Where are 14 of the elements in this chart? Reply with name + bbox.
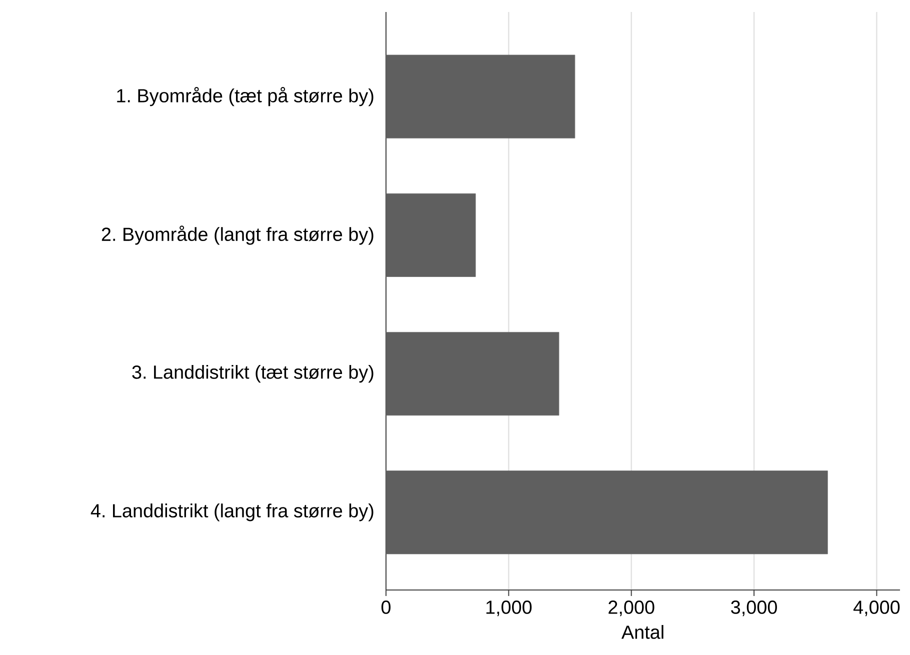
bar xyxy=(386,193,476,277)
x-tick-label: 0 xyxy=(381,600,391,614)
x-tick-label: 2,000 xyxy=(608,600,654,616)
bar xyxy=(386,470,828,554)
bar xyxy=(386,332,560,416)
y-tick-label: 1. Byområde (tæt på større by) xyxy=(117,86,374,106)
y-tick-label: 4. Landdistrikt (langt fra større by) xyxy=(90,504,374,522)
y-tick-label: 3. Landdistrikt (tæt større by) xyxy=(132,364,374,383)
x-tick-label: 1,000 xyxy=(486,600,532,616)
y-tick-label: 2. Byområde (langt fra større by) xyxy=(102,226,374,245)
bar xyxy=(386,54,576,138)
x-tick-label: 3,000 xyxy=(731,600,777,616)
x-axis-title: Antal xyxy=(621,625,664,639)
x-tick-label: 4,000 xyxy=(853,600,900,616)
